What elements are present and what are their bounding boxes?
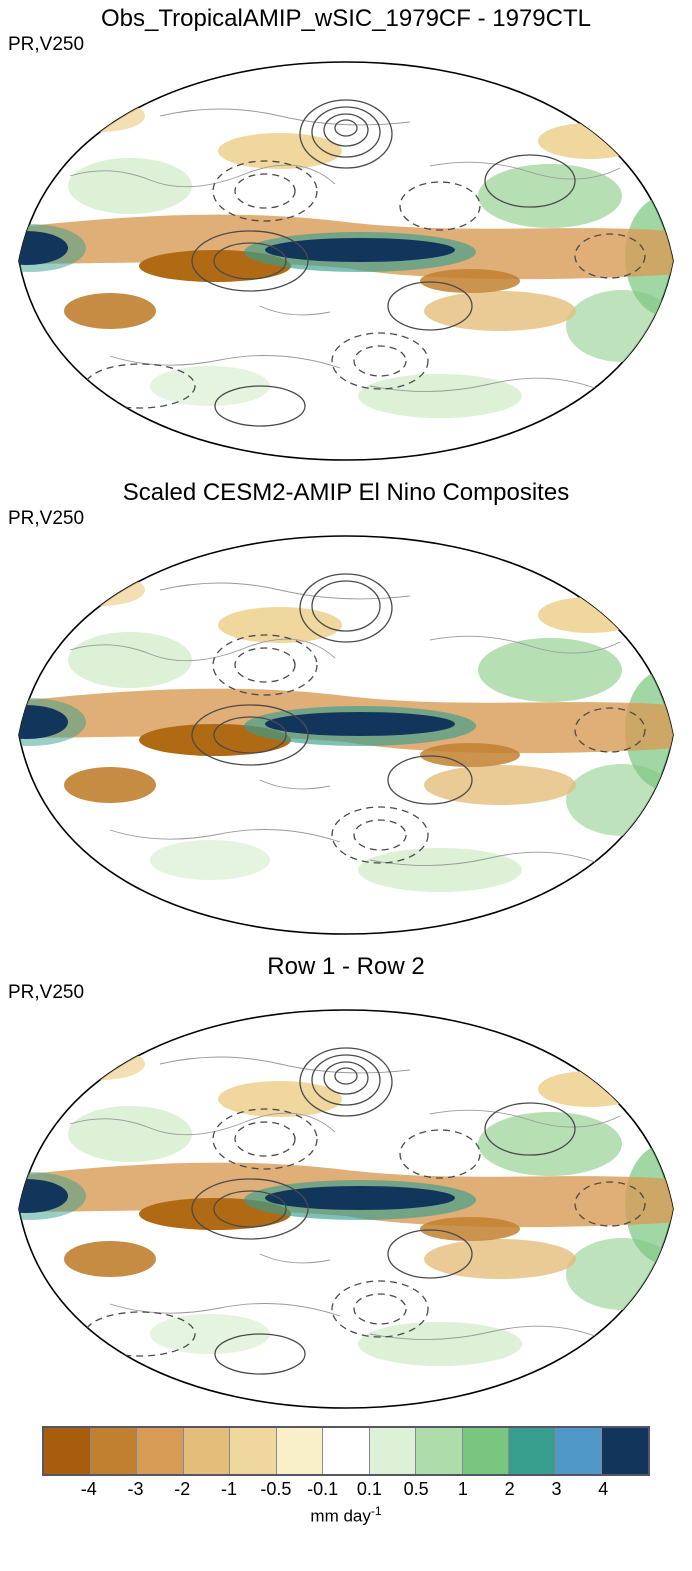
panel-2-title: Scaled CESM2-AMIP El Nino Composites	[122, 479, 570, 506]
colorbar-tick-labels: -4 -3 -2 -1 -0.5 -0.1 0.1 0.5 1 2 3 4	[42, 1479, 650, 1503]
colorbar-tick: 3	[551, 1479, 562, 1499]
panel-3-map	[0, 1004, 692, 1414]
panel-1-title: Obs_TropicalAMIP_wSIC_1979CF - 1979CTL	[101, 5, 591, 32]
v250-contours	[84, 1047, 646, 1375]
contour-vortex	[299, 1047, 393, 1117]
colorbar-tick: 0.1	[356, 1479, 382, 1499]
unit-exponent: -1	[370, 1504, 382, 1518]
colorbar-tick: -0.1	[307, 1479, 339, 1499]
colorbar-segment	[509, 1428, 556, 1474]
colorbar-tick: -4	[80, 1479, 97, 1499]
figure-root: Obs_TropicalAMIP_wSIC_1979CF - 1979CTL P…	[0, 4, 692, 1535]
map-shading	[19, 100, 673, 418]
panel-1-map	[0, 56, 692, 466]
panel-2-field-label: PR,V250	[8, 508, 85, 529]
panel-3: Row 1 - Row 2 PR,V250	[0, 952, 692, 1414]
panel-3-field-label: PR,V250	[8, 982, 85, 1003]
world-map	[18, 1009, 674, 1409]
colorbar-segments	[42, 1426, 650, 1476]
colorbar-segment	[230, 1428, 277, 1474]
colorbar-tick: 4	[598, 1479, 609, 1499]
colorbar-tick: 1	[457, 1479, 468, 1499]
colorbar-segment	[90, 1428, 138, 1474]
world-map	[18, 535, 674, 935]
panel-1: Obs_TropicalAMIP_wSIC_1979CF - 1979CTL P…	[0, 4, 692, 466]
colorbar-segment	[602, 1428, 648, 1474]
colorbar-tick: -0.5	[260, 1479, 292, 1499]
colorbar-segment	[369, 1428, 417, 1474]
contour-vortex	[299, 573, 393, 643]
coastlines	[69, 1056, 621, 1340]
panel-3-title: Row 1 - Row 2	[267, 953, 425, 980]
v250-contours	[84, 99, 646, 427]
colorbar: -4 -3 -2 -1 -0.5 -0.1 0.1 0.5 1 2 3 4 mm day-1	[0, 1426, 692, 1535]
coastlines	[69, 108, 621, 392]
colorbar-unit-label: mm day-1	[0, 1504, 692, 1535]
panel-2: Scaled CESM2-AMIP El Nino Composites PR,…	[0, 478, 692, 940]
colorbar-segment	[137, 1428, 184, 1474]
colorbar-tick: -1	[221, 1479, 238, 1499]
colorbar-segment	[183, 1428, 231, 1474]
colorbar-segment	[44, 1428, 91, 1474]
colorbar-segment	[555, 1428, 603, 1474]
coastlines	[69, 582, 621, 866]
colorbar-segment	[323, 1428, 370, 1474]
colorbar-segment	[416, 1428, 463, 1474]
v250-contours	[191, 573, 646, 864]
colorbar-tick: -3	[127, 1479, 144, 1499]
panel-1-field-label: PR,V250	[8, 34, 85, 55]
world-map	[18, 61, 674, 461]
contour-dashed	[212, 634, 646, 864]
contour-vortex	[299, 99, 393, 169]
unit-text: mm day	[310, 1506, 371, 1526]
colorbar-segment	[276, 1428, 324, 1474]
colorbar-segment	[462, 1428, 510, 1474]
colorbar-tick: -2	[174, 1479, 191, 1499]
panel-2-map	[0, 530, 692, 940]
colorbar-tick: 0.5	[403, 1479, 429, 1499]
colorbar-tick: 2	[504, 1479, 515, 1499]
contour-dashed	[84, 1108, 646, 1357]
